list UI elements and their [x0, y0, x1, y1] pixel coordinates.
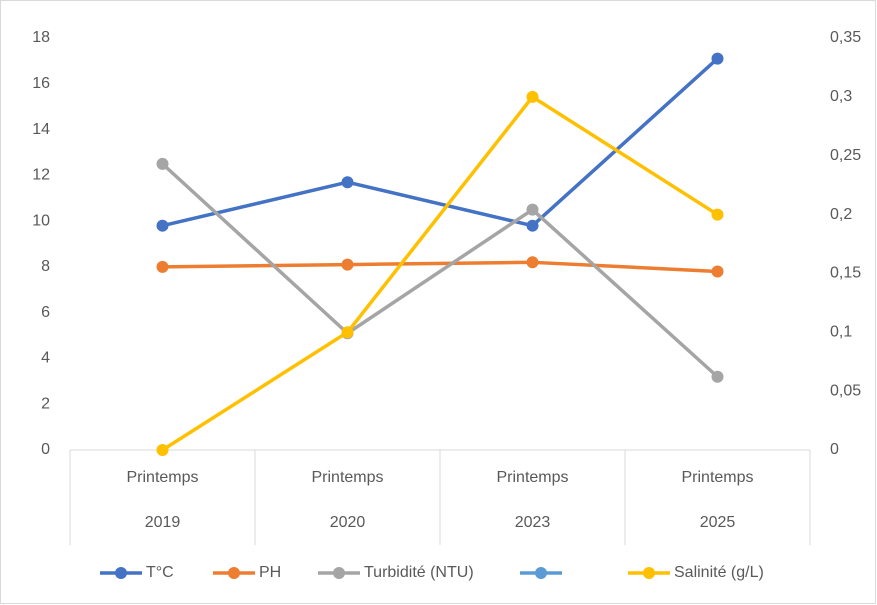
y-tick-label: 4 — [41, 350, 50, 367]
x-tick-label: 2023 — [515, 514, 551, 531]
y-tick-label: 16 — [32, 75, 50, 92]
data-point — [341, 258, 354, 271]
series-line — [162, 260, 718, 274]
data-point — [526, 203, 539, 216]
legend-marker — [643, 567, 655, 579]
y2-tick-label: 0,25 — [830, 147, 861, 164]
x-tick-label: Printemps — [681, 469, 753, 486]
data-point — [156, 444, 169, 456]
data-point — [526, 256, 539, 269]
data-point — [711, 208, 724, 221]
data-point — [526, 90, 539, 103]
legend-marker — [333, 567, 345, 579]
y2-tick-label: 0,05 — [830, 382, 861, 399]
series-line — [161, 95, 719, 452]
data-point — [711, 265, 724, 278]
y-tick-label: 8 — [41, 258, 50, 275]
x-tick-label: Printemps — [496, 469, 568, 486]
y-tick-label: 2 — [41, 395, 50, 412]
y-tick-label: 10 — [32, 212, 50, 229]
data-point — [156, 260, 169, 273]
data-point — [711, 52, 724, 65]
series-line — [161, 162, 719, 379]
data-point — [341, 326, 354, 339]
data-point — [156, 157, 169, 170]
x-tick-label: 2025 — [700, 514, 736, 531]
series-line — [162, 57, 719, 228]
legend-label: Turbidité (NTU) — [364, 564, 474, 581]
data-point — [156, 219, 169, 232]
legend-label: PH — [259, 564, 281, 581]
y2-tick-label: 0 — [830, 441, 839, 458]
legend-label: T°C — [146, 564, 174, 581]
y-tick-label: 6 — [41, 304, 50, 321]
data-point — [711, 370, 724, 383]
y2-tick-label: 0,2 — [830, 206, 852, 223]
data-point — [526, 219, 539, 232]
y2-tick-label: 0,1 — [830, 324, 852, 341]
legend-marker — [228, 567, 240, 579]
y-tick-label: 0 — [41, 441, 50, 458]
x-tick-label: 2019 — [145, 514, 181, 531]
x-tick-label: Printemps — [126, 469, 198, 486]
y2-tick-label: 0,3 — [830, 88, 852, 105]
x-tick-label: 2020 — [330, 514, 366, 531]
y-tick-label: 14 — [32, 121, 50, 138]
y-tick-label: 12 — [32, 167, 50, 184]
x-tick-label: Printemps — [311, 469, 383, 486]
legend-label: Salinité (g/L) — [674, 564, 764, 581]
y-tick-label: 18 — [32, 29, 50, 46]
legend-marker — [535, 567, 547, 579]
y2-tick-label: 0,35 — [830, 29, 861, 46]
data-point — [341, 176, 354, 189]
legend-marker — [115, 567, 127, 579]
y2-tick-label: 0,15 — [830, 265, 861, 282]
